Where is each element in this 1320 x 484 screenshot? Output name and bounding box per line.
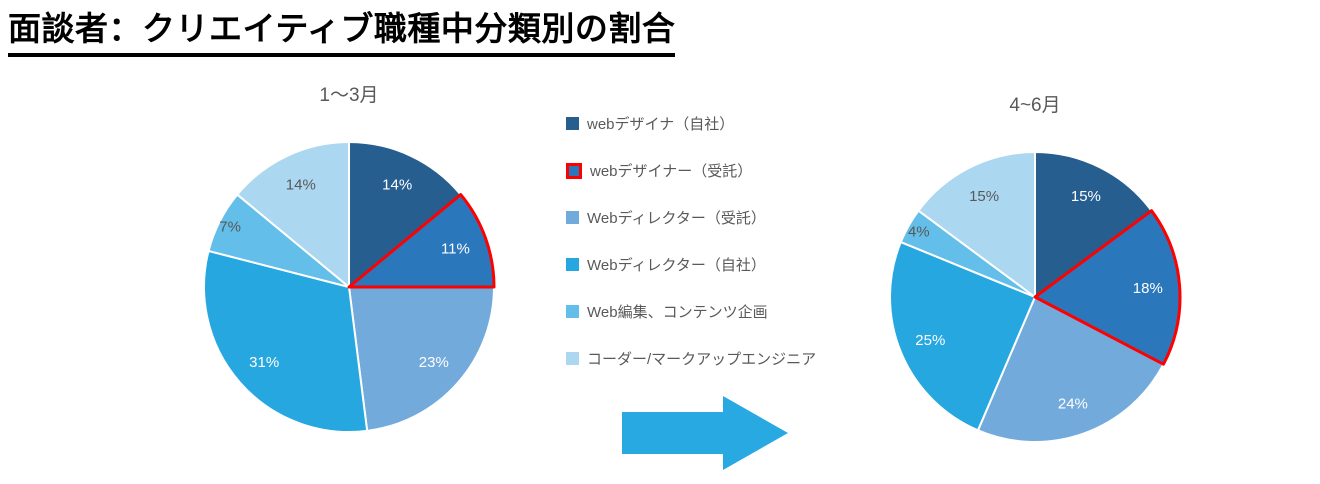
pie-data-label: 4%: [908, 224, 930, 241]
legend-label: webデザイナー（受託）: [590, 163, 753, 180]
pie-data-label: 24%: [1058, 396, 1088, 413]
pie-slice: [1034, 151, 1153, 298]
legend-swatch-icon: [566, 162, 582, 179]
pie-slice: [236, 141, 350, 288]
legend-swatch-icon: [566, 211, 579, 224]
legend-item: webデザイナ（自社）: [566, 113, 816, 134]
pie-chart-q1: 14% 11% 23% 31% 7% 14%: [203, 141, 496, 433]
pie-data-label: 31%: [249, 354, 279, 371]
pie-chart-q2: 15% 18% 24% 25% 4% 15%: [889, 151, 1182, 444]
pie-data-label: 14%: [382, 177, 412, 194]
pie-chart-title-q2: 4~6月: [1009, 95, 1061, 116]
legend-item: コーダー/マークアップエンジニア: [566, 348, 816, 369]
pie-data-label: 25%: [915, 332, 945, 349]
legend-swatch-icon: [566, 305, 579, 318]
legend-swatch-icon: [566, 117, 579, 130]
legend-label: Webディレクター（受託）: [587, 210, 766, 227]
pie-slice: [203, 249, 369, 433]
legend-label: コーダー/マークアップエンジニア: [587, 351, 817, 368]
pie-data-label: 23%: [419, 354, 449, 371]
transition-arrow: [622, 396, 788, 470]
legend-swatch-icon: [566, 352, 579, 365]
pie-slice: [917, 151, 1036, 298]
legend-swatch-icon: [566, 258, 579, 271]
legend-item: Webディレクター（自社）: [566, 254, 816, 275]
pie-slice-highlighted: [347, 193, 496, 289]
legend-item: Web編集、コンテンツ企画: [566, 301, 816, 322]
pie-data-label: 18%: [1133, 280, 1163, 297]
legend-label: Web編集、コンテンツ企画: [587, 304, 768, 321]
arrow-shape: [622, 396, 788, 470]
pie-data-label: 7%: [219, 218, 241, 235]
pie-slice: [348, 141, 462, 288]
pie-slice-highlighted: [1033, 209, 1182, 366]
legend: webデザイナ（自社） webデザイナー（受託） Webディレクター（受託） Webデ…: [566, 113, 816, 369]
pie-slice: [348, 286, 495, 432]
pie-slice: [889, 241, 1036, 432]
legend-item: webデザイナー（受託）: [566, 160, 816, 181]
pie-data-label: 11%: [441, 241, 470, 258]
pie-data-label: 14%: [286, 177, 316, 194]
pie-data-label: 15%: [969, 188, 999, 205]
legend-item: Webディレクター（受託）: [566, 207, 816, 228]
pie-data-label: 15%: [1071, 188, 1101, 205]
pie-chart-title-q1: 1〜3月: [319, 85, 379, 106]
legend-label: Webディレクター（自社）: [587, 257, 766, 274]
pie-slice: [976, 296, 1165, 444]
page-title: 面談者：クリエイティブ職種中分類別の割合: [8, 2, 676, 57]
legend-label: webデザイナ（自社）: [587, 116, 735, 133]
